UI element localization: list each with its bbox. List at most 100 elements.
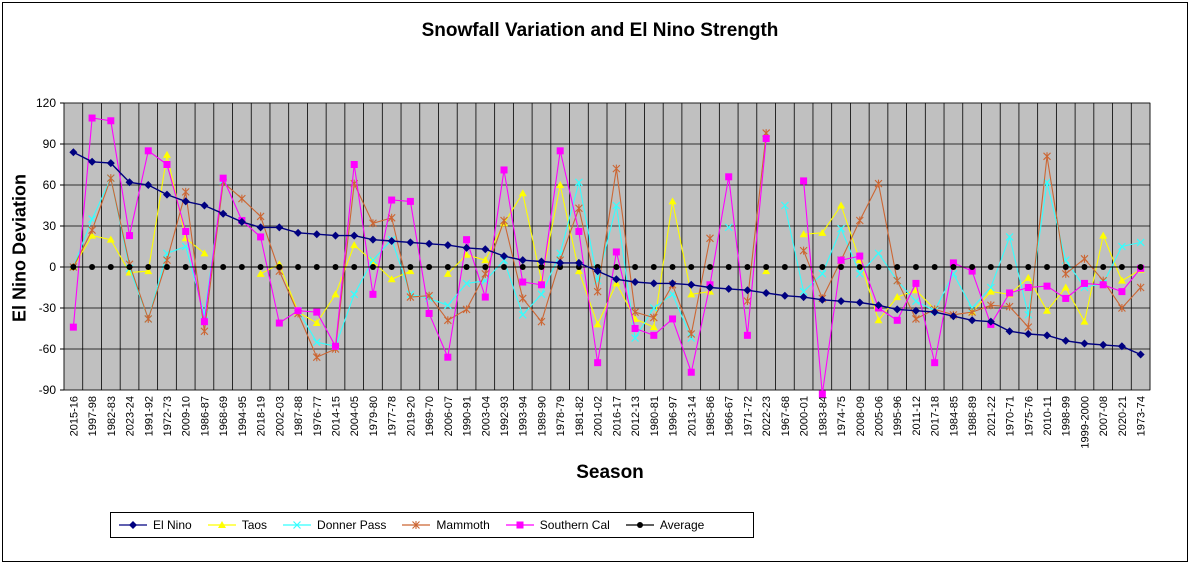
data-point-southern-cal (163, 161, 171, 168)
legend-swatch-average (625, 522, 654, 528)
x-tick-label: 2020-21 (1117, 396, 1129, 436)
data-point-mammoth (200, 327, 209, 336)
data-point-donner-pass-shape (556, 249, 565, 258)
legend-swatch-marker-shape (293, 521, 301, 529)
data-point-southern-cal (687, 368, 695, 376)
data-point-southern-cal (575, 227, 583, 235)
data-point-southern-cal (182, 227, 190, 235)
data-point-mammoth-shape (893, 276, 902, 285)
data-point-average-shape (894, 264, 901, 270)
data-point-average-shape (145, 264, 152, 270)
data-point-average-shape (407, 264, 414, 270)
data-point-southern-cal (144, 147, 152, 155)
data-point-average-shape (912, 264, 919, 270)
data-point-southern-cal (69, 323, 77, 331)
data-point-el-nino-shape (986, 317, 995, 326)
data-point-taos (443, 269, 452, 277)
data-point-el-nino-shape (350, 231, 359, 240)
data-point-average (201, 264, 208, 270)
data-point-southern-cal (725, 173, 733, 181)
data-point-southern-cal-shape (444, 353, 452, 361)
x-tick-label: 1980-81 (649, 396, 661, 436)
data-point-taos (162, 150, 171, 158)
data-point-mammoth-shape (968, 308, 977, 317)
data-point-southern-cal (500, 166, 508, 174)
data-point-el-nino (1061, 336, 1070, 345)
data-point-el-nino-shape (443, 241, 452, 250)
data-point-el-nino (443, 241, 452, 250)
data-point-taos-shape (481, 256, 490, 264)
data-point-donner-pass (780, 201, 789, 210)
x-tick-label: 2016-17 (611, 396, 623, 436)
data-point-southern-cal (107, 117, 115, 125)
x-tick-label: 1967-68 (780, 396, 792, 436)
data-point-taos (200, 249, 209, 257)
data-point-average (1081, 264, 1088, 270)
x-tick-label: 2013-14 (686, 396, 698, 436)
data-point-southern-cal-shape (1118, 288, 1126, 296)
legend-swatch-donner-pass (283, 521, 312, 529)
data-point-southern-cal (762, 135, 770, 143)
data-point-average (407, 264, 414, 270)
data-point-el-nino-shape (518, 256, 527, 265)
data-point-average-shape (613, 264, 620, 270)
data-point-el-nino-shape (219, 209, 228, 218)
data-point-el-nino-shape (1080, 339, 1089, 348)
data-point-el-nino (162, 190, 171, 199)
data-point-mammoth (387, 213, 396, 222)
data-point-taos-shape (162, 150, 171, 158)
data-point-average-shape (950, 264, 957, 270)
legend-swatch-taos (207, 521, 236, 528)
data-point-el-nino (387, 237, 396, 246)
data-point-southern-cal-shape (144, 147, 152, 155)
data-point-mammoth-shape (1080, 254, 1089, 263)
data-point-mammoth (1024, 323, 1033, 332)
data-point-donner-pass (574, 178, 583, 187)
legend-item-el-nino: El Nino (119, 518, 192, 532)
data-point-mammoth-shape (986, 301, 995, 310)
data-point-average-shape (875, 264, 882, 270)
data-point-mammoth-shape (481, 269, 490, 278)
data-point-mammoth-shape (200, 327, 209, 336)
data-point-average (1118, 264, 1125, 270)
data-point-southern-cal-shape (182, 227, 190, 235)
y-tick-label: 90 (43, 137, 57, 151)
data-point-taos (256, 269, 265, 277)
x-tick-label: 2021-22 (986, 396, 998, 436)
data-point-el-nino (743, 286, 752, 295)
data-point-el-nino (537, 257, 546, 266)
data-point-average-shape (688, 264, 695, 270)
x-tick-label: 2009-10 (181, 396, 193, 436)
data-point-taos (1043, 306, 1052, 314)
data-point-average-shape (1044, 264, 1051, 270)
data-point-mammoth (893, 276, 902, 285)
data-point-southern-cal (294, 307, 302, 315)
legend-swatch-marker (636, 522, 643, 528)
data-point-mammoth-shape (874, 179, 883, 188)
data-point-average-shape (1081, 264, 1088, 270)
data-point-average-shape (725, 264, 732, 270)
data-point-average (557, 264, 564, 270)
data-point-mammoth-shape (462, 305, 471, 314)
data-point-el-nino (406, 238, 415, 247)
x-tick-label: 1968-69 (218, 396, 230, 436)
y-tick-label: 0 (49, 260, 56, 274)
data-point-average-shape (706, 264, 713, 270)
data-point-southern-cal-shape (294, 307, 302, 315)
data-point-southern-cal-shape (931, 359, 939, 367)
data-point-donner-pass (369, 256, 377, 265)
data-point-donner-pass (500, 256, 508, 265)
data-point-donner-pass-shape (537, 290, 546, 299)
data-point-el-nino (612, 275, 621, 284)
data-point-taos (387, 275, 396, 283)
data-point-taos-shape (799, 230, 808, 238)
data-point-taos (687, 290, 696, 298)
data-point-el-nino-shape (387, 237, 396, 246)
data-point-el-nino (593, 267, 602, 276)
data-point-mammoth (986, 301, 995, 310)
data-point-mammoth (612, 164, 621, 173)
data-point-mammoth (593, 287, 602, 296)
data-point-southern-cal-shape (369, 290, 377, 298)
data-point-el-nino (949, 312, 958, 321)
data-point-mammoth-shape (1136, 283, 1145, 292)
